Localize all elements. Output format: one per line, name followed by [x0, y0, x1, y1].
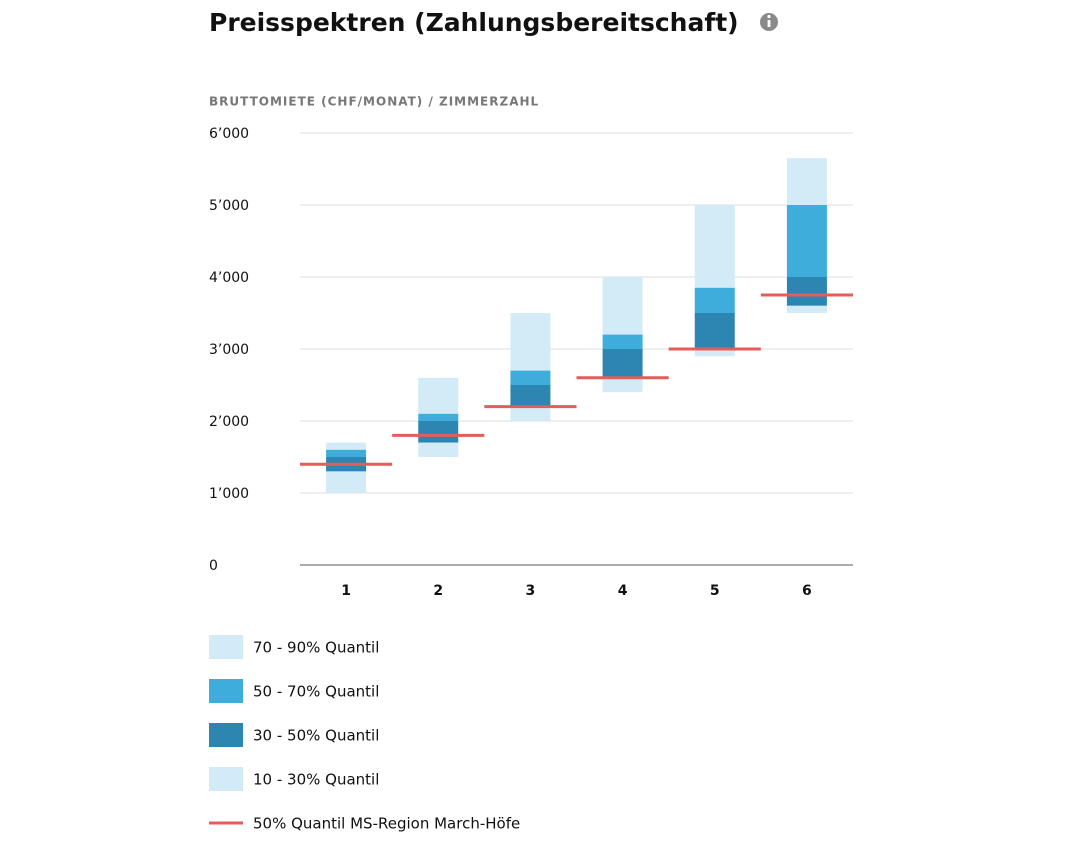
info-icon[interactable] [760, 13, 778, 31]
y-tick-label: 2’000 [209, 414, 249, 430]
y-tick-label: 1’000 [209, 486, 249, 502]
bar-segment [602, 377, 643, 393]
y-tick-label: 4’000 [209, 270, 249, 286]
bar-segment [510, 406, 551, 421]
x-tick-label: 1 [341, 583, 351, 599]
bar-segment [694, 349, 735, 357]
bar-segment [694, 313, 735, 349]
legend-label: 50% Quantil MS-Region March-Höfe [253, 815, 520, 833]
bar-segment [602, 334, 643, 349]
legend-swatch [209, 635, 243, 659]
bar-segment [326, 449, 367, 457]
bar-segment [510, 370, 551, 385]
y-tick-label: 3’000 [209, 342, 249, 358]
bar-segment [418, 442, 459, 457]
legend-label: 50 - 70% Quantil [253, 683, 379, 701]
bar-segment [786, 305, 827, 313]
bar-segment [786, 205, 827, 277]
legend-label: 30 - 50% Quantil [253, 727, 379, 745]
legend-label: 10 - 30% Quantil [253, 771, 379, 789]
bar-segment [510, 385, 551, 407]
x-tick-label: 5 [710, 583, 720, 599]
x-tick-label: 2 [433, 583, 443, 599]
y-tick-label: 6’000 [209, 126, 249, 142]
bar-segment [510, 313, 551, 371]
y-tick-label: 0 [209, 558, 218, 574]
bar-segment [694, 287, 735, 313]
bar-segment [786, 158, 827, 205]
legend-swatch [209, 767, 243, 791]
bar-segment [786, 277, 827, 306]
y-tick-label: 5’000 [209, 198, 249, 214]
bar-segment [602, 349, 643, 378]
y-axis-label: BRUTTOMIETE (CHF/MONAT) / ZIMMERZAHL [209, 95, 539, 109]
legend-label: 70 - 90% Quantil [253, 639, 379, 657]
x-tick-label: 4 [618, 583, 628, 599]
legend-swatch [209, 723, 243, 747]
chart-title: Preisspektren (Zahlungsbereitschaft) [209, 8, 739, 37]
bar-segment [326, 471, 367, 493]
bar-segment [418, 377, 459, 414]
bar-segment [694, 205, 735, 288]
x-tick-label: 3 [526, 583, 536, 599]
bar-segment [418, 413, 459, 421]
bar-segment [602, 277, 643, 335]
x-tick-label: 6 [802, 583, 812, 599]
bar-segment [326, 442, 367, 450]
legend-swatch [209, 679, 243, 703]
bar-segment [418, 421, 459, 443]
